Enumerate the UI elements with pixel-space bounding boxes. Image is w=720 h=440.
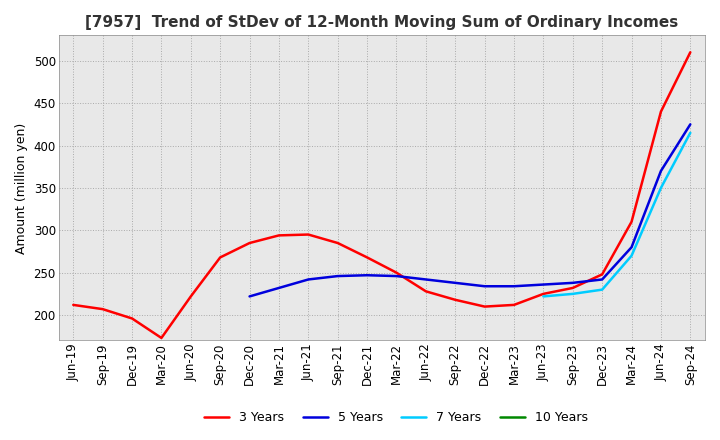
Legend: 3 Years, 5 Years, 7 Years, 10 Years: 3 Years, 5 Years, 7 Years, 10 Years <box>199 407 593 429</box>
Title: [7957]  Trend of StDev of 12-Month Moving Sum of Ordinary Incomes: [7957] Trend of StDev of 12-Month Moving… <box>85 15 678 30</box>
Y-axis label: Amount (million yen): Amount (million yen) <box>15 122 28 253</box>
